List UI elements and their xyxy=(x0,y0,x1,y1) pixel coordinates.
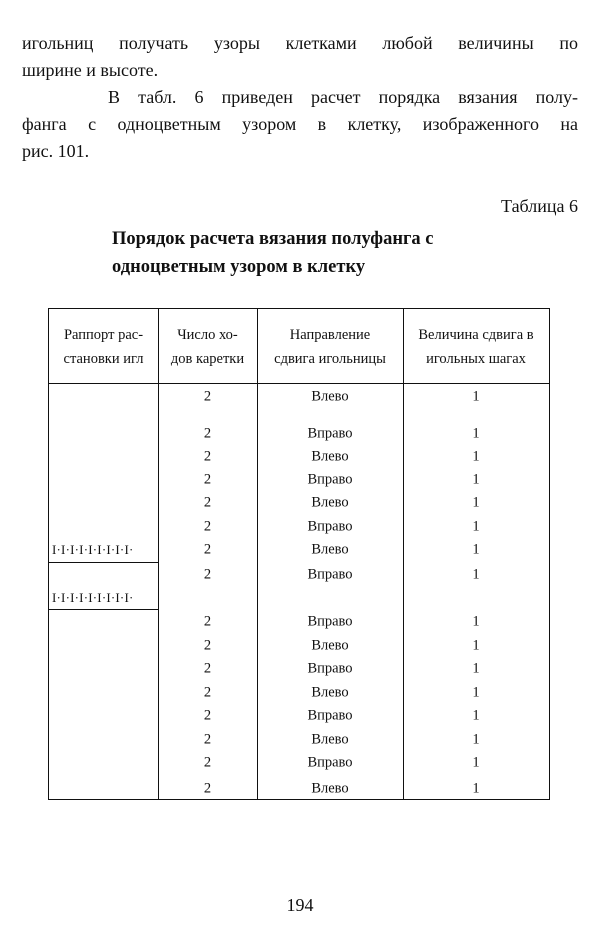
table-title: Порядок расчета вязания полуфанга с xyxy=(112,229,434,249)
cell-direction: Вправо xyxy=(307,425,353,442)
cell-direction: Вправо xyxy=(307,566,353,583)
cell-shift: 1 xyxy=(472,541,480,558)
page-number: 194 xyxy=(286,895,314,915)
cell-direction: Вправо xyxy=(307,754,353,771)
header-shift: Величина сдвига в игольных шагах xyxy=(418,327,534,367)
cell-shift: 1 xyxy=(472,448,480,465)
cell-shift: 1 xyxy=(472,754,480,771)
header-rapport: Раппорт рас-становки игл xyxy=(63,327,144,367)
cell-passes: 2 xyxy=(203,566,212,583)
cell-direction: Вправо xyxy=(307,471,353,488)
table-label: Таблица 6 xyxy=(501,196,578,216)
cell-direction: Вправо xyxy=(307,660,353,677)
cell-passes: 2 xyxy=(203,541,212,558)
column-divider xyxy=(257,309,258,799)
cell-passes: 2 xyxy=(203,754,212,771)
data-table: Раппорт рас-становки игл Число хо-дов ка… xyxy=(48,308,550,800)
header-divider xyxy=(49,383,549,384)
cell-shift: 1 xyxy=(472,425,480,442)
cell-shift: 1 xyxy=(472,471,480,488)
cell-passes: 2 xyxy=(203,494,212,511)
cell-passes: 2 xyxy=(203,637,212,654)
cell-passes: 2 xyxy=(203,731,212,748)
column-divider xyxy=(403,309,404,799)
paragraph-line: В табл. 6 приведен расчет порядка вязани… xyxy=(108,87,578,107)
cell-direction: Влево xyxy=(311,494,349,511)
row-divider xyxy=(49,562,159,563)
cell-shift: 1 xyxy=(472,566,480,583)
cell-passes: 2 xyxy=(203,425,212,442)
cell-passes: 2 xyxy=(203,613,212,630)
cell-shift: 1 xyxy=(472,494,480,511)
cell-direction: Влево xyxy=(311,448,349,465)
cell-direction: Вправо xyxy=(307,518,353,535)
row-divider xyxy=(49,609,159,610)
cell-shift: 1 xyxy=(472,684,480,701)
cell-passes: 2 xyxy=(203,780,212,797)
cell-passes: 2 xyxy=(203,448,212,465)
header-carriage-passes: Число хо-дов каретки xyxy=(170,327,245,367)
cell-shift: 1 xyxy=(472,388,480,405)
cell-passes: 2 xyxy=(203,684,212,701)
cell-shift: 1 xyxy=(472,637,480,654)
cell-direction: Влево xyxy=(311,541,349,558)
cell-passes: 2 xyxy=(203,707,212,724)
paragraph-line: рис. 101. xyxy=(22,141,90,161)
paragraph-line: игольниц получать узоры клетками любой в… xyxy=(22,33,578,53)
header-direction: Направление сдвига игольницы xyxy=(274,327,386,367)
table-title: одноцветным узором в клетку xyxy=(112,257,366,277)
cell-direction: Влево xyxy=(311,388,349,405)
cell-shift: 1 xyxy=(472,660,480,677)
needle-pattern: I·I·I·I·I·I·I·I·I· xyxy=(52,542,134,557)
column-divider xyxy=(158,309,159,799)
cell-passes: 2 xyxy=(203,660,212,677)
cell-direction: Вправо xyxy=(307,613,353,630)
cell-shift: 1 xyxy=(472,707,480,724)
cell-passes: 2 xyxy=(203,518,212,535)
paragraph-line: ширине и высоте. xyxy=(22,60,159,80)
cell-passes: 2 xyxy=(203,471,212,488)
cell-direction: Влево xyxy=(311,684,349,701)
paragraph-line: фанга с одноцветным узором в клетку, изо… xyxy=(22,114,578,134)
cell-shift: 1 xyxy=(472,731,480,748)
cell-shift: 1 xyxy=(472,518,480,535)
cell-shift: 1 xyxy=(472,780,480,797)
cell-direction: Влево xyxy=(311,780,349,797)
cell-shift: 1 xyxy=(472,613,480,630)
cell-direction: Влево xyxy=(311,637,349,654)
needle-pattern: I·I·I·I·I·I·I·I·I· xyxy=(52,590,134,605)
cell-direction: Влево xyxy=(311,731,349,748)
cell-direction: Вправо xyxy=(307,707,353,724)
cell-passes: 2 xyxy=(203,388,212,405)
